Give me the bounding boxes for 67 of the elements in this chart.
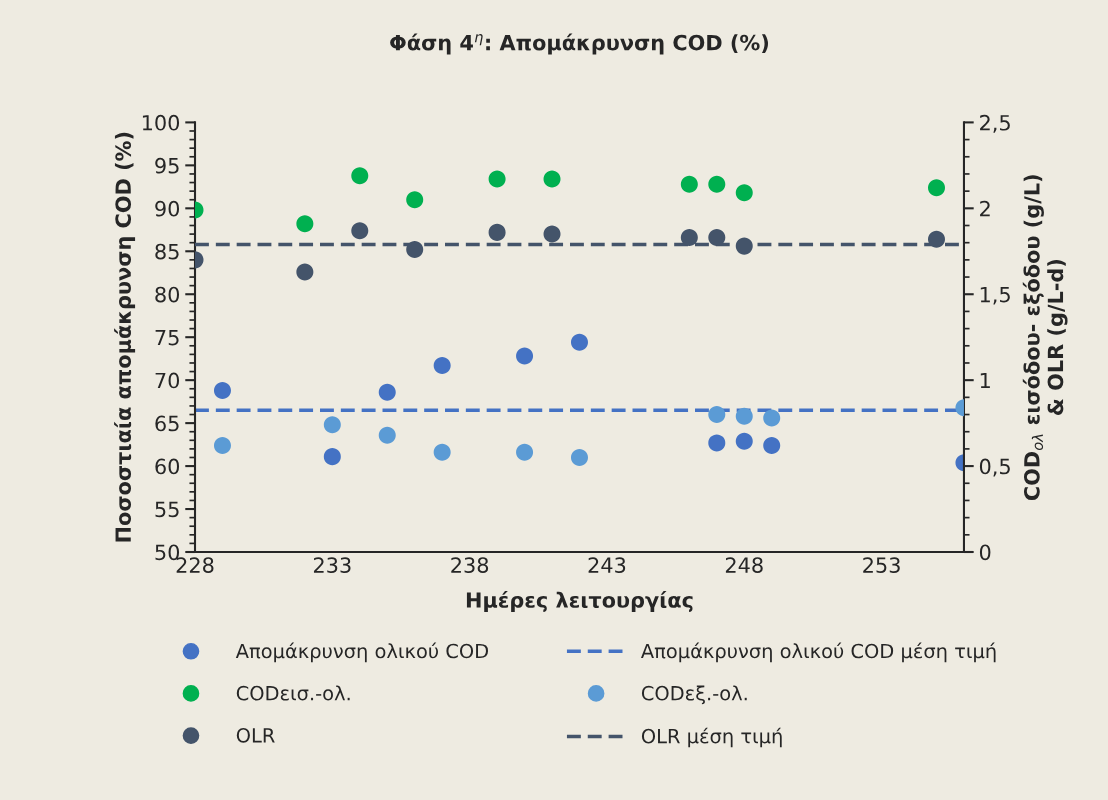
point [488,223,506,241]
point [570,333,588,351]
y2-tick-label: 1 [980,372,990,389]
point [927,230,945,248]
point [543,225,561,243]
x-axis-title: Ημέρες λειτουργίας [466,590,693,612]
point [570,448,588,466]
y2-tick-label: 0,5 [979,458,1010,477]
y-axis-title: Ποσοστιαία απομάκρυνση COD (%) [114,132,136,542]
point [406,241,424,259]
point [708,434,726,452]
y-tick-label: 85 [155,243,179,260]
legend-label: OLR [236,727,275,743]
point [735,237,753,255]
point [735,184,753,202]
legend-label: Απομάκρυνση ολικού COD μέση τιμή [640,642,996,663]
point [927,179,945,197]
legend-label: Απομάκρυνση ολικού COD [235,642,489,663]
point [680,229,698,247]
point [323,416,341,434]
point [735,432,753,450]
y-tick-label: 100 [142,114,180,131]
y-tick-label: 65 [155,415,179,432]
y2-axis-title: COD$_{ολ}$ εισόδου- εξόδου (g/L) & OLR (g/L-d) [1022,175,1068,501]
y2-tick-label: 2 [980,200,990,217]
point [763,436,781,454]
point [543,170,561,188]
y-tick-label: 55 [155,501,179,518]
point [763,409,781,427]
point [708,229,726,247]
y-tick-label: 60 [155,458,180,475]
point [296,263,314,281]
x-tick-label: 238 [451,557,489,573]
point [735,407,753,425]
legend-label: CODεισ.-ολ. [236,685,350,701]
legend-label: CODεξ.-ολ. [641,685,747,705]
x-tick-label: 248 [725,557,763,573]
point [516,443,534,461]
x-tick-label: 233 [313,557,351,573]
point [406,191,424,209]
point [708,406,726,424]
point [708,175,726,193]
point [213,436,231,454]
point [351,222,369,240]
point [351,167,369,185]
y2-tick-label: 0 [979,544,991,561]
point [213,381,231,399]
x-tick-label: 253 [863,557,900,573]
point [516,347,534,365]
point [323,448,341,466]
chart-title: Φάση 4$^{η}$: Απομάκρυνση COD (%) [390,33,769,55]
y-tick-label: 70 [155,372,180,389]
legend-label: OLR μέση τιμή [641,727,782,748]
point [433,357,451,375]
point [296,215,314,233]
y-tick-label: 95 [155,157,179,174]
y-tick-label: 80 [155,286,180,303]
y2-tick-label: 1,5 [980,286,1010,305]
point [680,175,698,193]
point [378,383,396,401]
x-tick-label: 243 [588,557,626,573]
point [488,170,506,188]
y2-tick-label: 2,5 [980,114,1010,133]
y-tick-label: 90 [155,200,180,217]
point [378,426,396,444]
point [433,443,451,461]
y-tick-label: 75 [155,329,179,346]
